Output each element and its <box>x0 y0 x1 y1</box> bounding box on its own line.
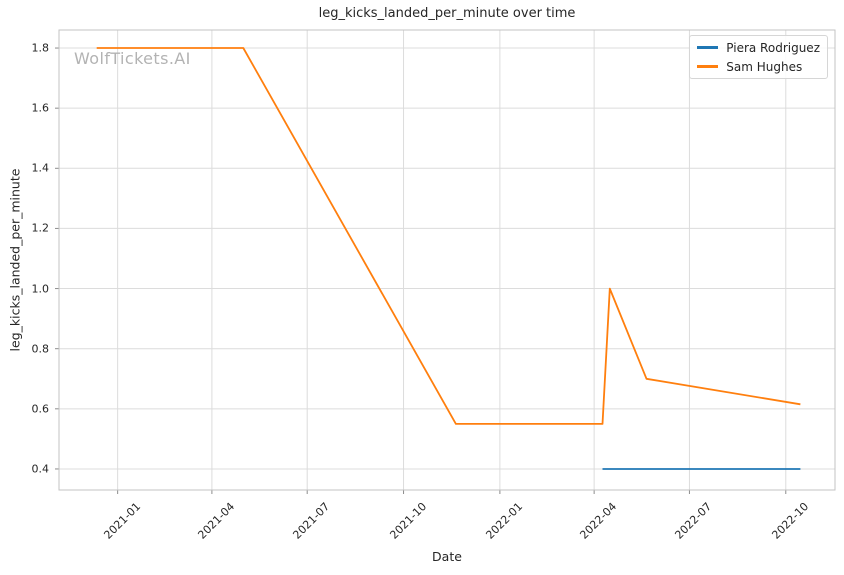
plot-frame <box>58 29 836 491</box>
y-tick-label: 0.6 <box>31 402 50 416</box>
y-tick-label: 1.6 <box>31 101 50 115</box>
series-line-sam-hughes <box>96 47 801 425</box>
y-tick-label: 0.4 <box>31 462 50 476</box>
y-axis-label: leg_kicks_landed_per_minute <box>7 168 23 352</box>
y-tick-label: 1.8 <box>31 41 50 55</box>
chart-title: leg_kicks_landed_per_minute over time <box>318 6 576 21</box>
y-tick-label: 1.2 <box>31 221 50 235</box>
watermark: WolfTickets.AI <box>74 49 191 68</box>
y-tick-label: 1.0 <box>31 282 50 296</box>
legend-label-sam-hughes: Sam Hughes <box>726 59 803 74</box>
y-tick-label: 0.8 <box>31 342 50 356</box>
legend-entry-sam-hughes: Sam Hughes <box>697 58 820 75</box>
y-tick-label: 1.4 <box>31 161 50 175</box>
legend-line-swatch-blue <box>697 46 719 49</box>
legend: Piera Rodriguez Sam Hughes <box>689 35 828 79</box>
legend-entry-piera-rodriguez: Piera Rodriguez <box>697 39 820 56</box>
legend-line-swatch-orange <box>697 65 719 68</box>
legend-label-piera-rodriguez: Piera Rodriguez <box>726 40 820 55</box>
x-axis-label: Date <box>432 549 462 564</box>
